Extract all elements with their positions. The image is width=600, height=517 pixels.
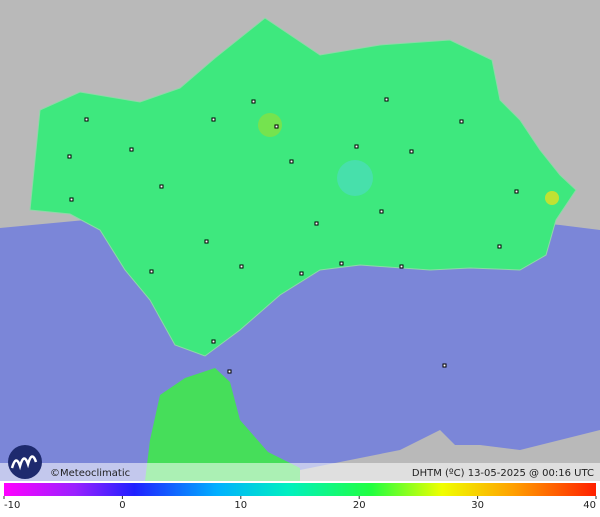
tick-label: 10 xyxy=(234,500,247,511)
logo xyxy=(8,445,42,479)
brand: ©Meteoclimatic xyxy=(50,468,130,479)
warm-spot xyxy=(258,113,282,137)
colorbar xyxy=(4,483,596,496)
tick-label: 20 xyxy=(353,500,366,511)
tick-label: -10 xyxy=(4,500,20,511)
north-morocco xyxy=(145,368,300,481)
warm-spot xyxy=(545,191,559,205)
tick-label: 40 xyxy=(583,500,596,511)
map xyxy=(0,0,600,481)
caption: DHTM (ºC) 13-05-2025 @ 00:16 UTC xyxy=(412,468,594,479)
tick-label: 0 xyxy=(119,500,125,511)
tick-label: 30 xyxy=(471,500,484,511)
cool-spot xyxy=(337,160,373,196)
footer-band xyxy=(0,463,600,481)
andalusia xyxy=(29,17,577,357)
colorbar-ticks: -10 0 10 20 30 40 xyxy=(3,496,597,511)
stations xyxy=(67,97,519,374)
